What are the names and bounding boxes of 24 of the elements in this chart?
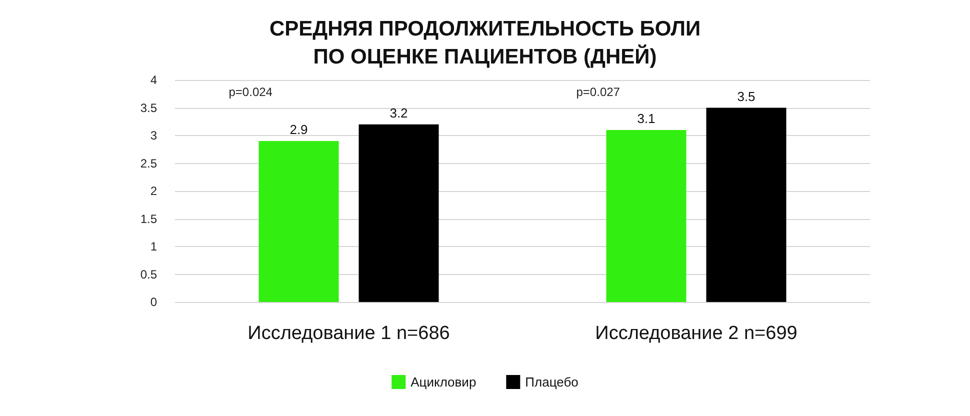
- y-tick-label: 1: [150, 240, 158, 254]
- bar: [358, 124, 439, 302]
- legend-label: Плацебо: [525, 374, 578, 390]
- y-tick-label: 0: [150, 295, 158, 309]
- y-tick-label: 2: [150, 184, 158, 198]
- data-label: 2.9: [290, 122, 308, 138]
- y-tick-label: 4: [150, 73, 158, 87]
- bar: [606, 130, 686, 302]
- bar: [706, 108, 786, 302]
- chart-title: СРЕДНЯЯ ПРОДОЛЖИТЕЛЬНОСТЬ БОЛИ ПО ОЦЕНКЕ ПАЦИЕНТОВ (ДНЕЙ): [269, 18, 701, 68]
- data-label: 3.1: [637, 110, 656, 126]
- y-tick-label: 0.5: [140, 267, 158, 282]
- data-label: 3.5: [737, 88, 756, 104]
- legend-label: Ацикловир: [410, 374, 476, 390]
- bar: [258, 141, 339, 302]
- y-tick-label: 3.5: [140, 100, 158, 115]
- x-tick-label: Исследование 1 n=686: [248, 323, 450, 344]
- data-label: 3.2: [390, 105, 408, 120]
- annotation: p=0.024: [228, 85, 273, 99]
- annotation: p=0.027: [576, 85, 620, 99]
- y-tick-label: 3: [150, 128, 158, 142]
- y-tick-label: 2.5: [140, 156, 158, 170]
- x-tick-label: Исследование 2 n=699: [595, 323, 798, 344]
- y-tick-label: 1.5: [140, 212, 158, 226]
